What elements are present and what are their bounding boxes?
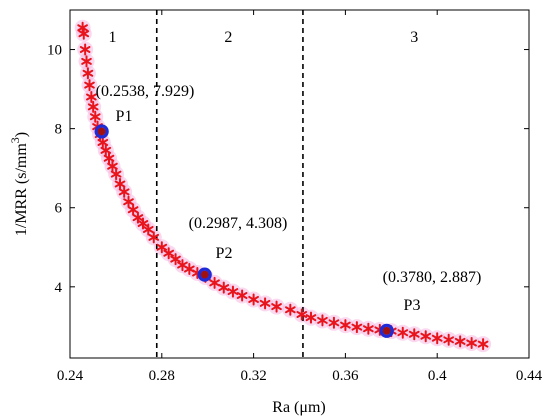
x-tick-label: 0.24 — [57, 368, 84, 384]
y-axis-ticks: 4 6 8 10 — [47, 43, 529, 296]
point-name-label: P3 — [404, 297, 421, 314]
data-point — [156, 241, 168, 254]
data-point — [110, 168, 122, 181]
data-point — [142, 223, 154, 236]
data-point — [408, 328, 420, 341]
highlight-point-ring — [94, 124, 109, 139]
data-point — [454, 335, 466, 348]
y-tick-label: 8 — [55, 122, 63, 138]
data-point — [118, 185, 130, 198]
data-point — [351, 321, 363, 334]
point-annotations: (0.2538, 7.929) P1 (0.2987, 4.308) P2 (0.378… — [96, 83, 482, 314]
region-labels: 1 2 3 — [108, 29, 418, 46]
data-point — [363, 322, 374, 335]
y-tick-label: 4 — [55, 280, 63, 296]
data-point — [86, 91, 97, 103]
data-point — [259, 297, 271, 310]
y-axis-label-superscript: 3 — [8, 137, 22, 143]
highlight-point-core — [200, 270, 209, 279]
y-tick-label: 10 — [47, 43, 62, 59]
data-point — [305, 311, 317, 324]
data-point — [84, 79, 95, 92]
x-axis-ticks: 0.24 0.28 0.32 0.36 0.4 0.44 — [57, 10, 543, 384]
glow-layer — [74, 19, 492, 353]
x-tick-label: 0.32 — [240, 368, 266, 384]
data-point — [123, 195, 134, 208]
data-point — [103, 152, 115, 165]
x-tick-label: 0.36 — [332, 368, 359, 384]
data-markers — [77, 21, 489, 351]
point-coordinate-label: (0.2987, 4.308) — [189, 215, 288, 232]
data-point — [340, 319, 351, 332]
data-point — [477, 338, 489, 351]
data-point — [209, 276, 220, 289]
data-point — [284, 303, 296, 316]
highlight-point-ring — [197, 267, 212, 282]
data-point — [78, 27, 90, 40]
data-point — [443, 333, 455, 346]
data-point — [79, 43, 91, 56]
region-label: 1 — [108, 29, 116, 46]
data-point — [170, 253, 181, 266]
data-point — [236, 289, 248, 302]
data-point — [87, 100, 99, 113]
y-tick-label: 6 — [55, 201, 63, 217]
region-label: 2 — [224, 29, 232, 46]
data-point — [227, 285, 239, 298]
highlighted-points — [94, 124, 394, 338]
point-coordinate-label: (0.2538, 7.929) — [96, 83, 195, 100]
data-point — [317, 314, 328, 327]
plot-frame — [69, 9, 530, 359]
highlight-point-core — [97, 127, 106, 136]
data-point — [100, 144, 112, 157]
data-point — [466, 336, 477, 349]
data-point — [77, 21, 88, 34]
point-coordinate-label: (0.3780, 2.887) — [383, 269, 482, 286]
x-axis-label: Ra (μm) — [272, 399, 325, 416]
data-point — [271, 300, 282, 313]
data-point — [420, 330, 432, 343]
data-point — [97, 136, 109, 149]
highlight-point-ring — [379, 323, 394, 338]
data-point — [114, 178, 126, 190]
x-tick-label: 0.4 — [428, 368, 447, 384]
data-point — [107, 160, 118, 173]
data-point — [127, 203, 139, 216]
data-point — [82, 67, 94, 80]
highlight-point-core — [382, 326, 391, 335]
point-name-label: P1 — [116, 108, 133, 125]
y-axis-label: 1/MRR (s/mm3) — [8, 132, 30, 236]
point-name-label: P2 — [216, 245, 233, 262]
y-axis-label-main: 1/MRR (s/mm — [13, 143, 30, 236]
region-dividers — [155, 10, 304, 358]
data-point — [218, 281, 230, 294]
data-point — [148, 231, 160, 244]
x-tick-label: 0.28 — [149, 368, 175, 384]
data-point — [248, 293, 259, 306]
data-point — [296, 308, 308, 321]
region-label: 3 — [410, 29, 418, 46]
data-point — [431, 332, 443, 345]
data-point — [397, 326, 409, 339]
data-point — [89, 110, 101, 123]
data-point — [163, 247, 175, 260]
x-tick-label: 0.44 — [516, 368, 543, 384]
data-point — [328, 316, 340, 329]
y-axis-label-close: ) — [13, 132, 30, 137]
data-point — [81, 55, 92, 68]
